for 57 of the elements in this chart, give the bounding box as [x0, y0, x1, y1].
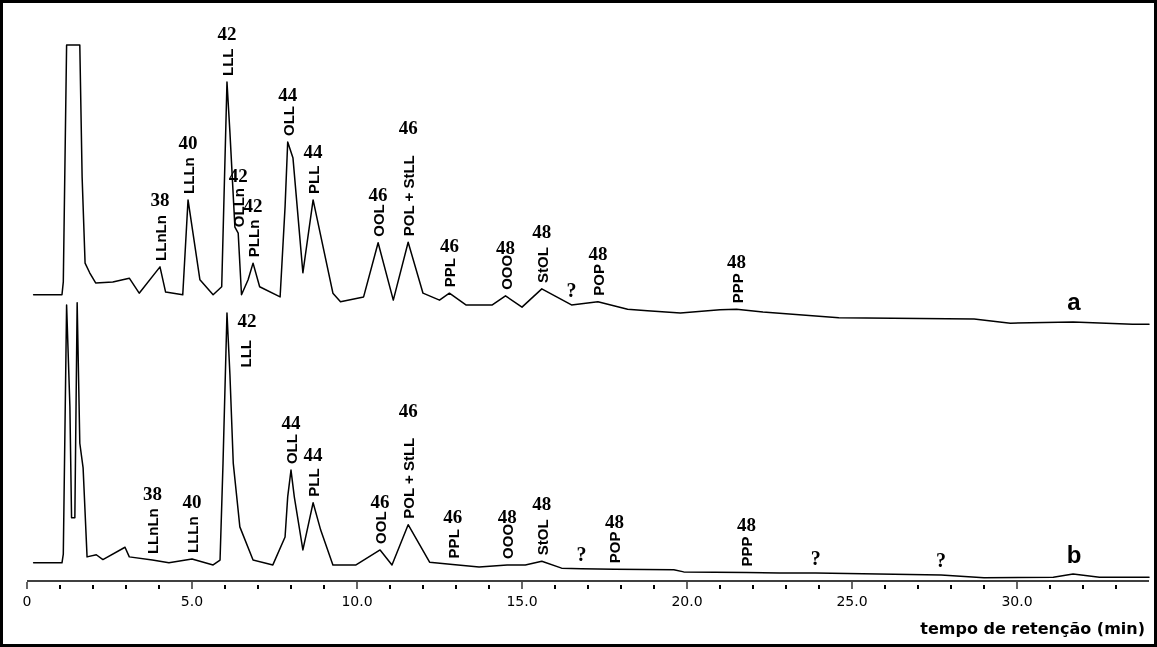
annotation: 38: [150, 189, 170, 211]
annotation: 48: [736, 513, 756, 535]
annotation: 46: [439, 234, 459, 256]
x-tick-label: 25.0: [836, 593, 868, 609]
annotation: StOL: [533, 519, 551, 556]
annotation: 48: [727, 250, 746, 272]
annotation: PLL: [305, 468, 323, 497]
annotation: OOL: [370, 204, 388, 237]
series-label: b: [1066, 541, 1082, 569]
annotation: OLL: [279, 106, 297, 137]
annotation: POP: [606, 531, 624, 564]
annotation: LLLn: [184, 516, 201, 554]
x-tick-label: 10.0: [341, 593, 373, 609]
x-tick-label: 20.0: [671, 593, 703, 609]
annotation: OLL: [283, 434, 300, 465]
annotation: OOL: [372, 511, 390, 544]
x-tick-label: 15.0: [506, 593, 538, 609]
x-tick-label: 0: [22, 593, 32, 609]
annotation: 46: [398, 399, 418, 421]
annotation: PLL: [305, 165, 323, 194]
x-tick-label: 30.0: [1001, 593, 1033, 609]
annotation: 48: [604, 510, 624, 532]
annotation: POL + StLL: [400, 155, 418, 237]
annotation: PPP: [738, 536, 756, 567]
annotation: LLL: [236, 340, 254, 368]
annotation: LLnLn: [144, 508, 162, 555]
annotation: ?: [936, 549, 947, 572]
annotation: ?: [810, 546, 821, 569]
annotation: StOL: [533, 247, 551, 283]
annotation: 40: [178, 131, 198, 153]
annotation: PPL: [441, 257, 459, 288]
annotation: 44: [303, 444, 324, 466]
annotation: 44: [303, 141, 324, 163]
annotation: POP: [589, 264, 607, 296]
annotation: PPP: [728, 273, 746, 304]
annotation: 42: [237, 310, 257, 331]
annotation: 44: [278, 83, 298, 105]
annotation: 38: [142, 482, 162, 504]
annotation: 48: [532, 493, 552, 515]
annotation: 40: [182, 491, 202, 513]
annotation: POL + StLL: [400, 437, 418, 519]
annotation: 46: [443, 505, 463, 527]
annotation: 48: [588, 243, 608, 265]
annotation: ?: [566, 278, 577, 301]
x-axis-title: tempo de retenção (min): [920, 619, 1145, 638]
annotation: ?: [576, 542, 587, 565]
annotation: PLLn: [245, 219, 263, 258]
annotation: PPL: [444, 529, 462, 559]
annotation: 46: [398, 117, 418, 139]
annotation: LLLn: [180, 157, 198, 194]
annotation: 44: [281, 411, 301, 433]
x-tick-label: 5.0: [180, 593, 204, 609]
annotation: LLnLn: [151, 215, 169, 261]
annotation: LLL: [218, 48, 236, 76]
series-label: a: [1067, 288, 1082, 316]
annotation: 48: [532, 220, 552, 242]
text: 42: [217, 23, 237, 45]
